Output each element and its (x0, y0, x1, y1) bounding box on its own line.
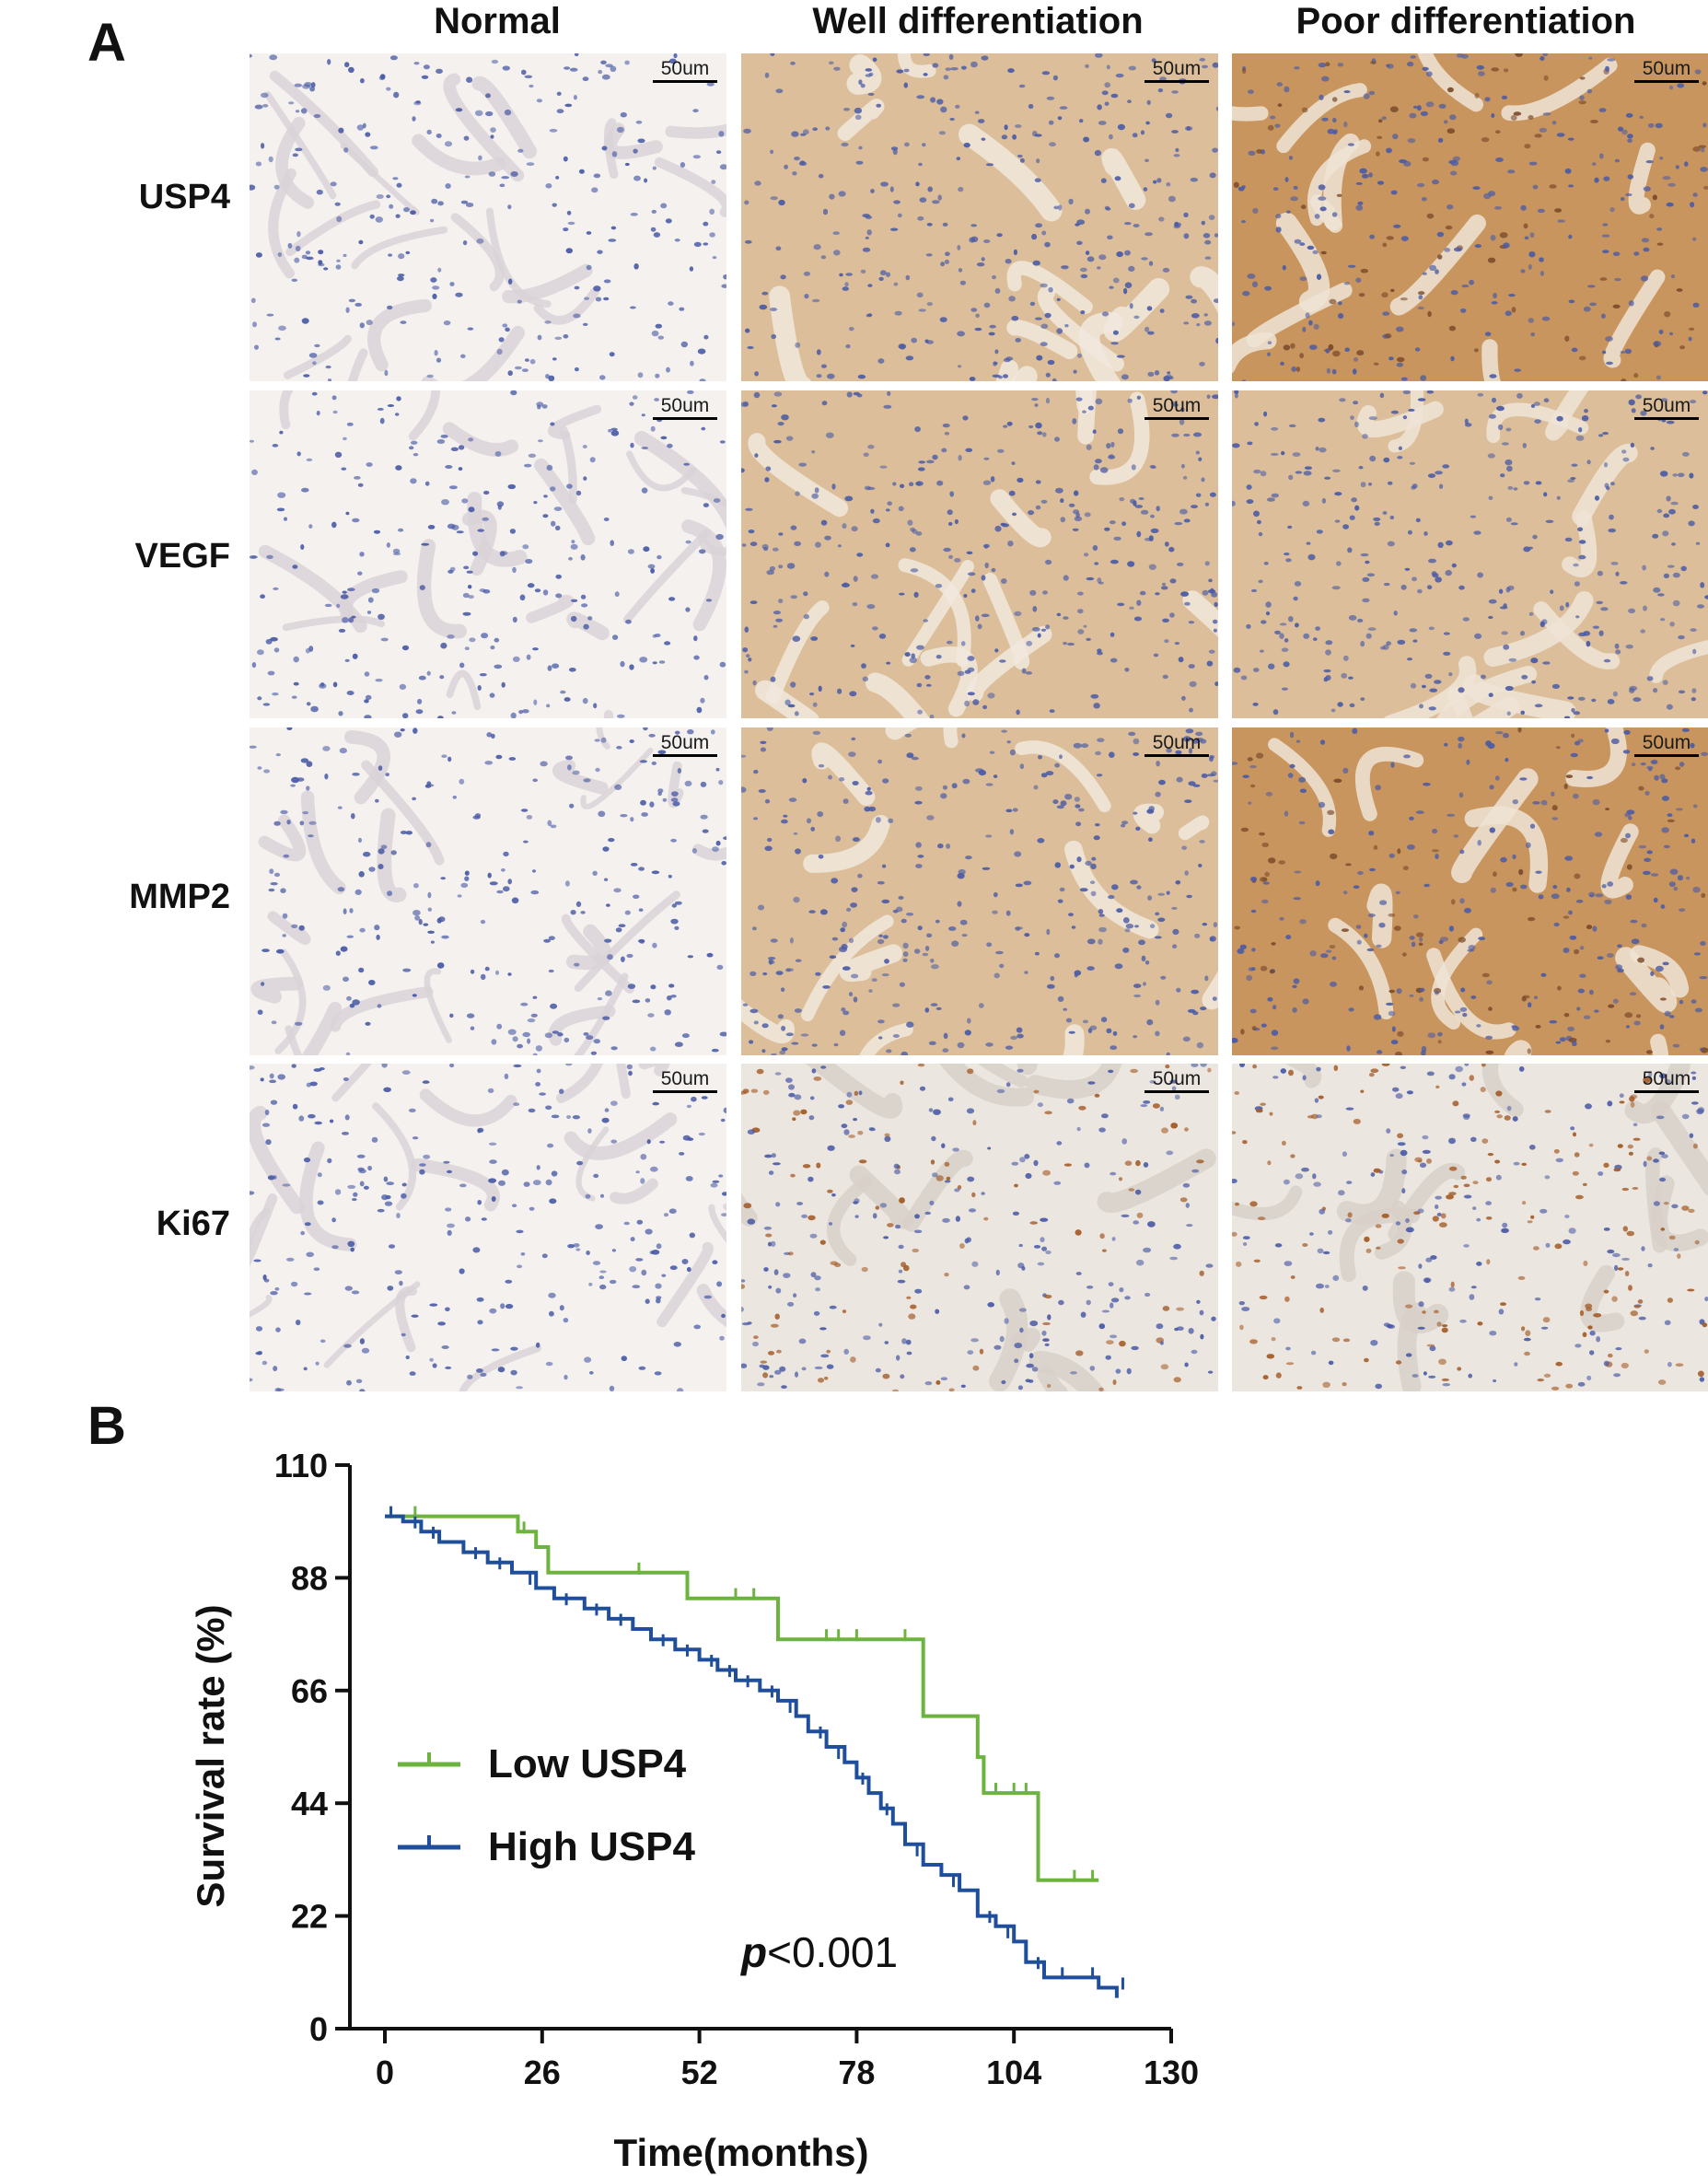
survival-curve-low-usp4 (385, 1514, 1099, 1882)
scale-bar: 50um (1144, 733, 1209, 757)
scale-bar-label: 50um (660, 732, 710, 753)
x-tick-label: 26 (524, 2054, 561, 2091)
x-tick-label: 0 (376, 2054, 394, 2091)
scale-bar-label: 50um (660, 1068, 710, 1089)
x-tick-label: 78 (838, 2054, 875, 2091)
legend-label-high-usp4: High USP4 (488, 1824, 695, 1869)
p-value-number: <0.001 (767, 1928, 898, 1976)
scale-bar-line (653, 1090, 717, 1093)
scale-bar: 50um (1144, 59, 1209, 83)
y-tick-label: 88 (291, 1559, 328, 1597)
x-tick-label: 130 (1144, 2054, 1199, 2091)
x-axis-label: Time(months) (614, 2131, 869, 2174)
row-label-vegf: VEGF (134, 537, 230, 576)
ihc-mmp2-normal: 50um (250, 727, 726, 1055)
scale-bar-label: 50um (1642, 395, 1691, 416)
column-header-well: Well differentiation (812, 1, 1144, 41)
scale-bar: 50um (1634, 1069, 1699, 1093)
p-value-symbol: p (739, 1928, 767, 1976)
y-tick-label: 110 (274, 1447, 328, 1484)
scale-bar-line (1634, 80, 1699, 83)
scale-bar-label: 50um (1152, 58, 1202, 79)
ihc-vegf-normal: 50um (250, 390, 726, 718)
scale-bar-label: 50um (660, 395, 710, 416)
scale-bar: 50um (1144, 396, 1209, 420)
scale-bar: 50um (1634, 59, 1699, 83)
ihc-mmp2-poor: 50um (1232, 727, 1708, 1055)
ihc-usp4-well: 50um (741, 53, 1218, 381)
scale-bar-line (1144, 80, 1209, 83)
x-tick-label: 104 (986, 2054, 1041, 2091)
scale-bar: 50um (653, 1069, 717, 1093)
scale-bar-line (1634, 1090, 1699, 1093)
scale-bar-line (653, 80, 717, 83)
ihc-usp4-normal: 50um (250, 53, 726, 381)
legend-label-low-usp4: Low USP4 (488, 1741, 687, 1786)
scale-bar-line (1634, 754, 1699, 757)
panel-a-letter: A (87, 13, 126, 73)
y-axis-label: Survival rate (%) (189, 1604, 232, 1907)
row-label-mmp2: MMP2 (129, 878, 230, 916)
scale-bar-line (1144, 417, 1209, 420)
ihc-ki67-poor: 50um (1232, 1064, 1708, 1391)
row-label-usp4: USP4 (138, 178, 230, 216)
scale-bar: 50um (1144, 1069, 1209, 1093)
scale-bar-label: 50um (660, 58, 710, 79)
ihc-usp4-poor: 50um (1232, 53, 1708, 381)
scale-bar-label: 50um (1152, 732, 1202, 753)
ihc-vegf-poor: 50um (1232, 390, 1708, 718)
scale-bar-line (1144, 754, 1209, 757)
column-header-normal: Normal (434, 1, 561, 41)
scale-bar-label: 50um (1642, 58, 1691, 79)
scale-bar-label: 50um (1642, 1068, 1691, 1089)
scale-bar: 50um (653, 733, 717, 757)
scale-bar-line (1634, 417, 1699, 420)
ihc-vegf-well: 50um (741, 390, 1218, 718)
y-tick-label: 0 (309, 2010, 328, 2048)
scale-bar: 50um (1634, 396, 1699, 420)
scale-bar: 50um (653, 59, 717, 83)
p-value-annotation: p<0.001 (739, 1928, 898, 1976)
x-tick-label: 52 (681, 2054, 718, 2091)
scale-bar: 50um (653, 396, 717, 420)
ihc-ki67-well: 50um (741, 1064, 1218, 1391)
scale-bar-line (653, 417, 717, 420)
y-tick-label: 66 (291, 1672, 328, 1710)
panel-b-letter: B (87, 1396, 126, 1456)
scale-bar-label: 50um (1152, 1068, 1202, 1089)
scale-bar-line (653, 754, 717, 757)
scale-bar-line (1144, 1090, 1209, 1093)
scale-bar-label: 50um (1642, 732, 1691, 753)
column-header-poor: Poor differentiation (1296, 1, 1636, 41)
scale-bar: 50um (1634, 733, 1699, 757)
y-tick-label: 44 (291, 1785, 328, 1822)
row-label-ki67: Ki67 (156, 1204, 230, 1243)
survival-curve-high-usp4 (385, 1514, 1119, 1998)
scale-bar-label: 50um (1152, 395, 1202, 416)
ihc-mmp2-well: 50um (741, 727, 1218, 1055)
y-tick-label: 22 (291, 1898, 328, 1936)
ihc-ki67-normal: 50um (250, 1064, 726, 1391)
